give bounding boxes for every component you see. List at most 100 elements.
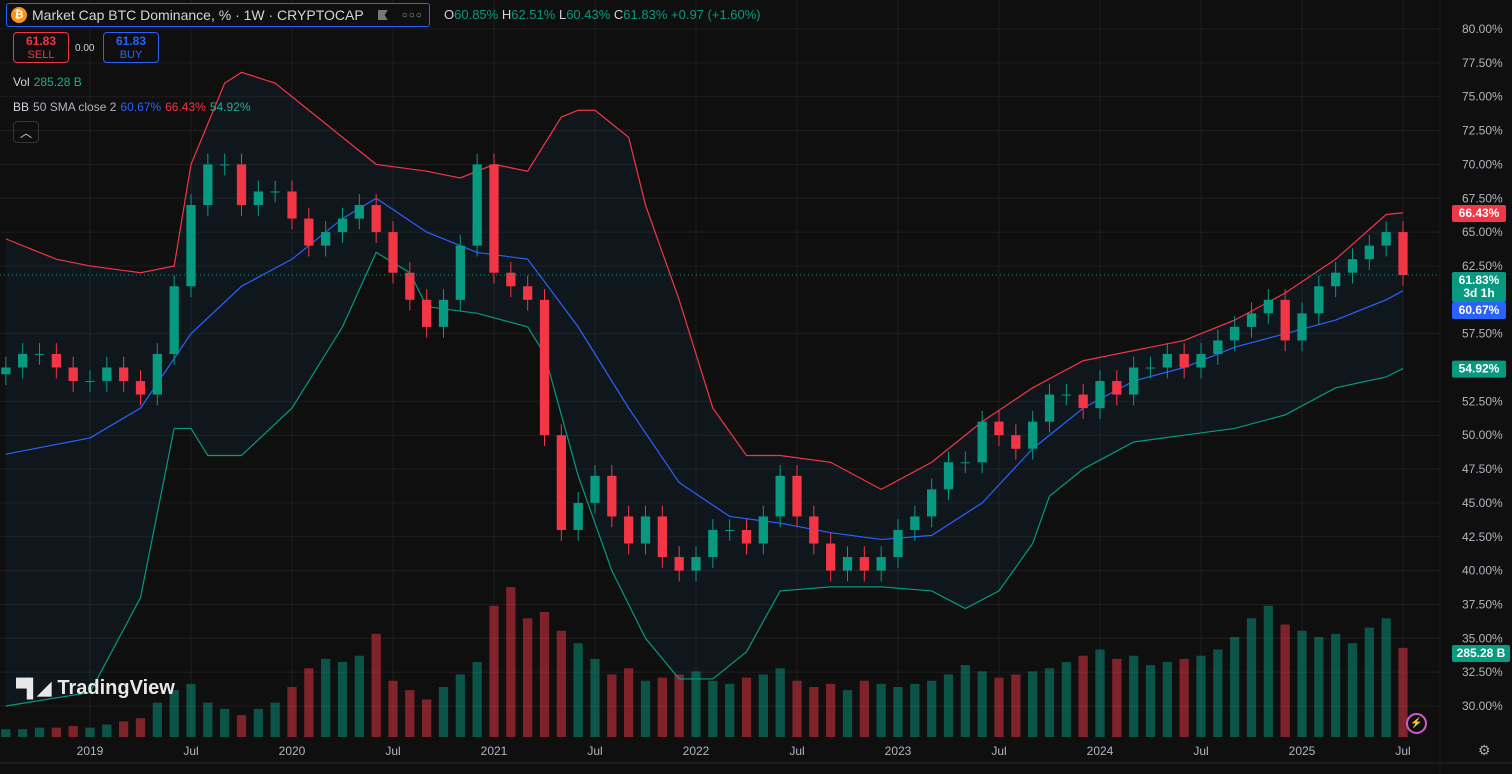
candle-body <box>725 529 735 531</box>
candle-body <box>236 164 247 206</box>
tradingview-logo-text: TradingView <box>57 677 175 699</box>
volume-bar <box>438 687 449 737</box>
volume-bar <box>539 612 550 737</box>
candle-body <box>304 218 314 246</box>
change-value: +0.97 (+1.60%) <box>671 7 761 22</box>
candle <box>590 464 600 514</box>
bollinger-legend[interactable]: BB 50 SMA close 2 60.67% 66.43% 54.92% <box>13 100 251 114</box>
y-tick-label: 35.00% <box>1462 631 1503 645</box>
candle <box>1 356 11 386</box>
candle <box>1078 383 1088 419</box>
y-tick-label: 80.00% <box>1462 22 1503 36</box>
candle-body <box>556 435 566 530</box>
open-value: 60.85% <box>454 7 499 22</box>
y-tick-label: 75.00% <box>1462 90 1503 104</box>
volume-bar <box>119 721 129 737</box>
flag-icon[interactable] <box>377 10 388 20</box>
volume-bar <box>489 605 499 737</box>
volume-bar <box>220 708 230 737</box>
candle <box>354 194 364 230</box>
bb-upper-value: 66.43% <box>165 100 206 114</box>
candle-body <box>910 516 920 530</box>
high-value: 62.51% <box>511 7 556 22</box>
candle-body <box>573 502 583 530</box>
volume-bar <box>1331 633 1341 737</box>
volume-bar <box>1179 658 1189 737</box>
candle-body <box>1398 232 1408 276</box>
volume-legend[interactable]: Vol 285.28 B <box>13 75 82 89</box>
y-tick-label: 52.50% <box>1462 394 1503 408</box>
volume-bar <box>708 680 718 737</box>
y-tick-label: 65.00% <box>1462 225 1503 239</box>
candle <box>523 275 533 311</box>
candle-body <box>674 557 684 571</box>
candle <box>1280 288 1290 352</box>
more-options-icon[interactable]: ○○○ <box>401 9 423 21</box>
candle-body <box>270 191 280 193</box>
volume-bar <box>1347 643 1358 737</box>
candle <box>1145 356 1156 379</box>
volume-price-label-bg <box>1452 645 1510 662</box>
candle-body <box>1044 394 1055 422</box>
candle <box>304 207 314 257</box>
x-tick-label: Jul <box>1193 744 1208 758</box>
candle-body <box>1314 286 1324 314</box>
volume-bar <box>725 683 735 737</box>
candle-body <box>506 272 516 287</box>
candle-body <box>337 218 348 233</box>
candle <box>1364 234 1374 271</box>
tradingview-logo[interactable]: ▀▌◢ TradingView <box>16 677 175 700</box>
symbol-legend[interactable]: ₿ Market Cap BTC Dominance, % · 1W · CRY… <box>6 3 430 27</box>
volume-bar <box>1230 637 1240 737</box>
candle-body <box>1078 394 1088 409</box>
candle-body <box>1263 299 1273 314</box>
candle-body <box>102 367 112 382</box>
volume-bar <box>674 674 684 737</box>
low-value: 60.43% <box>566 7 611 22</box>
volume-label: Vol <box>13 75 30 89</box>
x-tick-label: 2025 <box>1289 744 1316 758</box>
sell-price: 61.83 <box>25 34 57 48</box>
close-value: 61.83% <box>623 7 668 22</box>
candle <box>405 261 415 311</box>
settings-gear-icon[interactable]: ⚙ <box>1478 742 1491 758</box>
candle <box>51 343 61 379</box>
volume-bar <box>893 687 903 737</box>
x-tick-label: Jul <box>587 744 602 758</box>
candle <box>388 221 398 284</box>
high-label: H <box>501 7 512 22</box>
symbol-title: Market Cap BTC Dominance, % · 1W · CRYPT… <box>32 7 364 23</box>
upper-price-label-bg <box>1452 205 1506 222</box>
candle-body <box>438 299 449 327</box>
candle-body <box>203 164 213 206</box>
lightning-icon[interactable]: ⚡ <box>1406 713 1427 734</box>
candle-body <box>994 421 1004 436</box>
close-label: C <box>613 7 624 22</box>
candle <box>1347 248 1358 284</box>
volume-bar <box>1078 655 1088 737</box>
basis-price-label: 60.67% <box>1452 302 1506 319</box>
candle <box>438 288 449 338</box>
volume-bar <box>506 587 516 737</box>
chevron-up-icon[interactable]: ︿ <box>13 121 39 143</box>
candle-body <box>472 164 482 246</box>
volume-bar <box>775 668 785 737</box>
candle-body <box>1246 313 1257 327</box>
y-tick-label: 47.50% <box>1462 462 1503 476</box>
volume-bar <box>1314 637 1324 737</box>
candle-body <box>85 381 95 383</box>
volume-bar <box>691 671 701 737</box>
candle <box>236 153 247 216</box>
volume-bar <box>186 683 196 737</box>
candle <box>758 505 768 555</box>
last-price-label-text: 3d 1h <box>1463 286 1494 300</box>
last-price-label-bg <box>1452 272 1506 302</box>
buy-button[interactable]: 61.83 BUY <box>103 32 159 63</box>
candle <box>1028 410 1038 460</box>
y-tick-label: 57.50% <box>1462 327 1503 341</box>
bitcoin-icon: ₿ <box>11 7 27 23</box>
sell-button[interactable]: 61.83 SELL <box>13 32 69 63</box>
candle-body <box>708 529 718 558</box>
volume-bar <box>859 680 869 737</box>
